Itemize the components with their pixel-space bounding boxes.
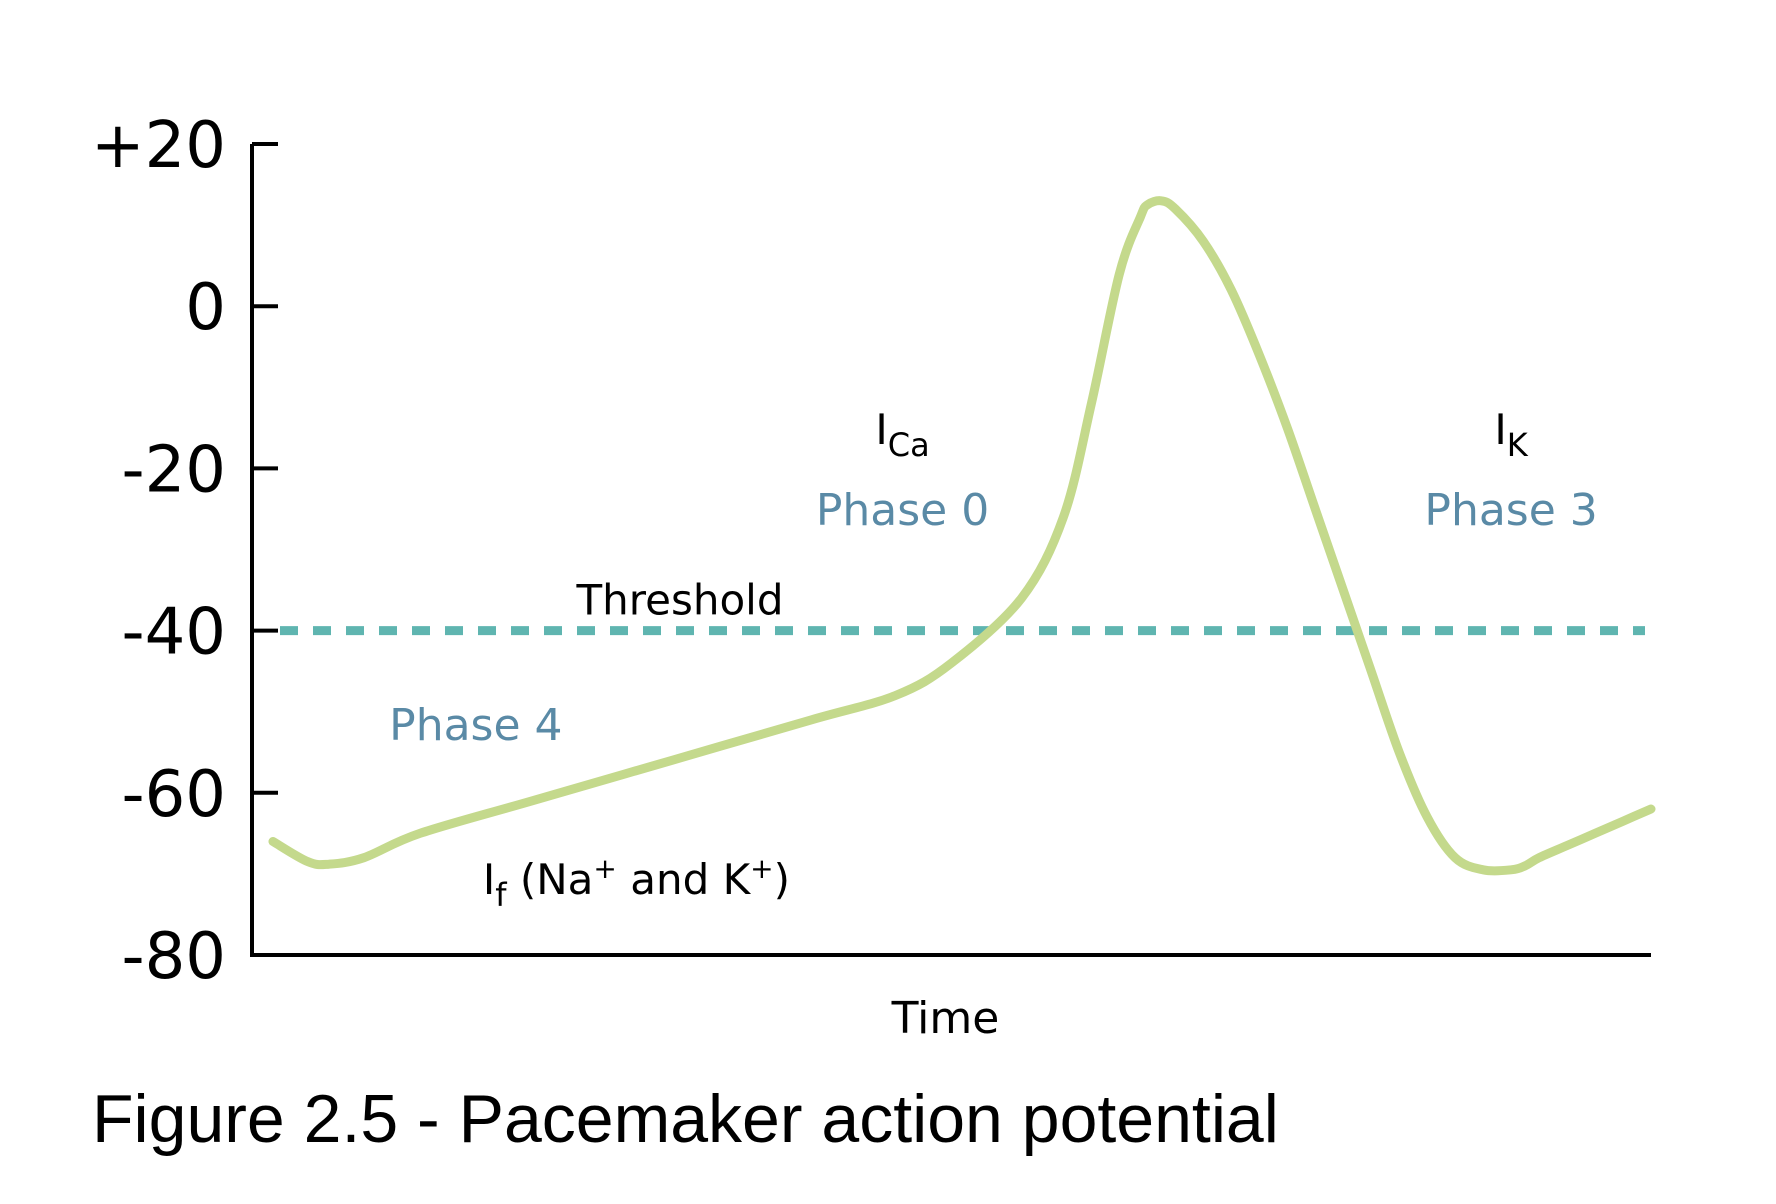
- current-label: ICa: [875, 405, 929, 464]
- x-axis-title: Time: [891, 993, 1000, 1044]
- phase-label: Phase 3: [1424, 485, 1597, 536]
- y-tick-label: -40: [121, 596, 226, 670]
- y-tick-label: -80: [121, 920, 226, 994]
- phase-label: Phase 0: [816, 485, 989, 536]
- y-tick-label: -20: [121, 433, 226, 507]
- threshold-label: Threshold: [576, 576, 784, 625]
- phase-label: Phase 4: [389, 700, 562, 751]
- figure-caption: Figure 2.5 - Pacemaker action potential: [92, 1081, 1279, 1157]
- y-tick-label: 0: [185, 271, 226, 345]
- current-label: If (Na+ and K+): [483, 852, 790, 914]
- action-potential-line: [268, 196, 1656, 876]
- y-tick-label: +20: [91, 109, 226, 183]
- y-tick-label: -60: [121, 758, 226, 832]
- current-label: IK: [1494, 405, 1528, 464]
